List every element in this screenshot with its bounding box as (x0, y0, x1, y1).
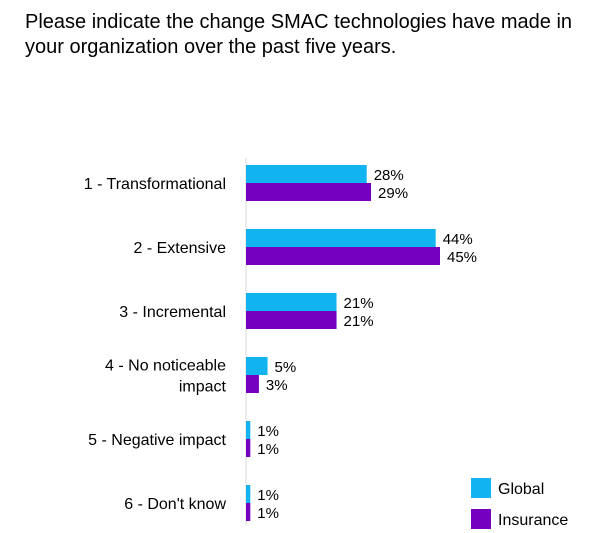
value-label-global-4: 5% (275, 359, 297, 376)
bar-global-2 (246, 229, 436, 247)
category-label-2-extensive: 2 - Extensive (134, 240, 227, 257)
chart-title: Please indicate the change SMAC technolo… (25, 11, 573, 58)
value-label-insurance-3: 21% (344, 313, 374, 330)
category-label-3-incremental: 3 - Incremental (119, 304, 226, 321)
value-label-global-1: 28% (374, 167, 404, 184)
legend-label-global: Global (498, 481, 544, 498)
bar-global-1 (246, 165, 367, 183)
category-label-5-negative-impact: 5 - Negative impact (88, 432, 226, 449)
value-label-insurance-5: 1% (257, 441, 279, 458)
bar-insurance-3 (246, 311, 337, 329)
value-label-global-5: 1% (257, 423, 279, 440)
bar-global-3 (246, 293, 337, 311)
category-labels: 1 - Transformational 2 - Extensive 3 - Inc… (84, 176, 227, 513)
bar-insurance-1 (246, 183, 372, 201)
legend: Global Insurance (471, 478, 568, 529)
category-label-1-transformational: 1 - Transformational (84, 176, 226, 193)
bar-global-6 (246, 485, 251, 503)
category-label-4-no-noticeable-impact: 4 - No noticeable impact (105, 358, 227, 396)
value-label-global-6: 1% (257, 487, 279, 504)
value-label-insurance-6: 1% (257, 505, 279, 522)
bars (246, 165, 440, 521)
bar-global-5 (246, 421, 251, 439)
legend-label-insurance: Insurance (498, 512, 568, 529)
value-label-insurance-4: 3% (266, 377, 288, 394)
bar-insurance-2 (246, 247, 440, 265)
value-label-insurance-1: 29% (378, 185, 408, 202)
value-label-insurance-2: 45% (447, 249, 477, 266)
bar-insurance-6 (246, 503, 251, 521)
value-label-global-2: 44% (443, 231, 473, 248)
bar-insurance-4 (246, 375, 259, 393)
value-label-global-3: 21% (344, 295, 374, 312)
legend-swatch-insurance (471, 509, 491, 529)
bar-global-4 (246, 357, 268, 375)
legend-swatch-global (471, 478, 491, 498)
value-labels: 28%29%44%45%21%21%5%3%1%1%1%1% (257, 167, 477, 522)
category-label-6-don-t-know: 6 - Don't know (124, 496, 226, 513)
bar-insurance-5 (246, 439, 251, 457)
